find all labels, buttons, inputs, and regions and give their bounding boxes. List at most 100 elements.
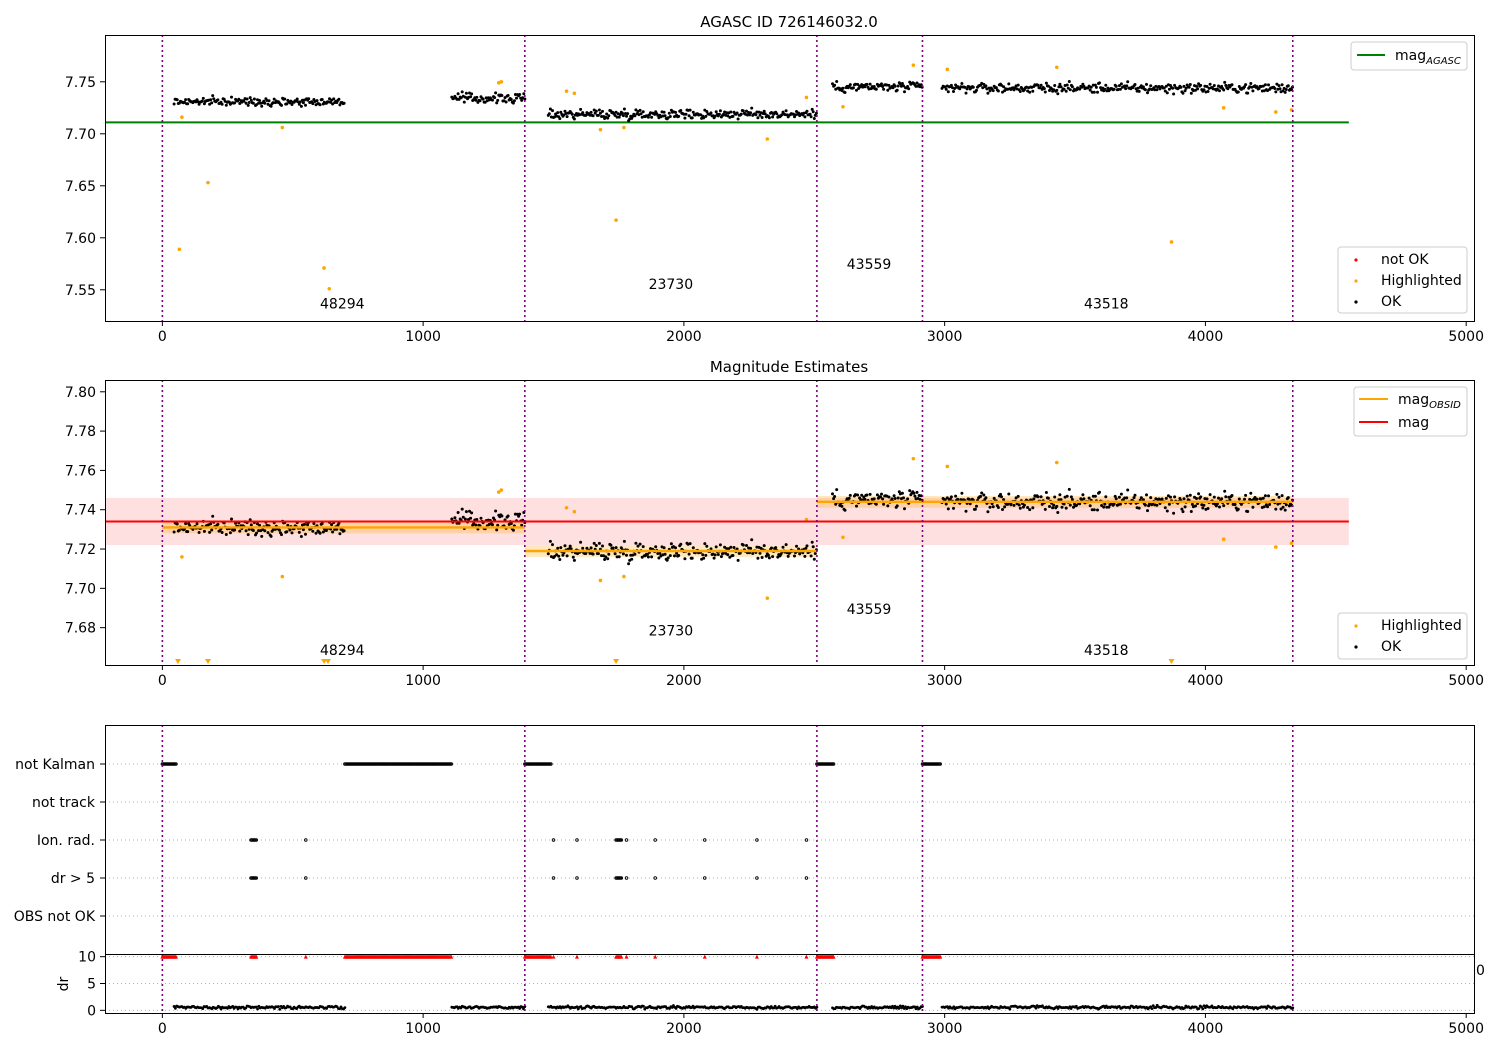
flags-axes: not Kalman not track Ion. rad. dr > 5 OBS no… — [14, 757, 105, 925]
ok-point — [1188, 493, 1192, 497]
ok-point — [175, 522, 179, 526]
ok-point — [462, 100, 466, 104]
ok-point — [1026, 506, 1030, 509]
ok-point — [1001, 508, 1004, 511]
ok-point — [999, 492, 1002, 496]
ok-point — [703, 542, 707, 546]
ok-point — [1009, 503, 1013, 507]
ok-point — [478, 99, 482, 103]
ok-point — [758, 551, 762, 555]
ok-point — [506, 514, 510, 518]
ok-point — [548, 107, 552, 111]
ok-point — [804, 546, 808, 550]
ok-point — [1014, 496, 1018, 500]
ok-point — [810, 107, 814, 111]
ok-point — [633, 552, 637, 556]
ok-point — [320, 98, 324, 101]
flag-point — [549, 762, 553, 766]
ok-point — [683, 116, 687, 120]
ok-point — [1146, 509, 1149, 513]
ok-point — [320, 522, 324, 525]
ok-point — [774, 546, 778, 550]
ok-point — [1143, 503, 1147, 507]
ok-point — [1267, 83, 1270, 87]
ok-point — [1244, 493, 1248, 497]
ok-point — [1028, 90, 1032, 94]
ok-point — [756, 116, 760, 120]
ok-point — [1230, 494, 1234, 497]
ok-point — [177, 528, 181, 532]
ok-point — [561, 553, 565, 557]
ok-point — [621, 552, 625, 556]
ok-point — [952, 90, 955, 93]
ok-point — [271, 101, 275, 105]
ok-point — [1263, 83, 1267, 87]
ok-point — [1249, 82, 1253, 85]
x-tick-label: 3000 — [927, 673, 963, 689]
ok-point — [1169, 495, 1172, 499]
dr-point — [277, 1005, 280, 1008]
obsid-label: 43559 — [847, 602, 892, 618]
ok-point — [606, 557, 610, 561]
ok-point — [1202, 503, 1206, 507]
ok-point — [657, 556, 661, 560]
estimates-legend-obsid-main: mag — [1398, 392, 1429, 408]
ok-point — [548, 539, 552, 543]
x-tick-label: 0 — [158, 329, 167, 345]
ok-point — [705, 544, 709, 548]
ok-point — [727, 547, 731, 551]
agasc-legend-ok-marker — [1354, 300, 1358, 304]
ok-point — [475, 518, 479, 521]
ok-point — [1104, 495, 1108, 499]
ok-point — [690, 116, 694, 120]
ok-point — [1048, 89, 1051, 92]
ok-point — [762, 544, 766, 548]
highlighted-point — [280, 125, 285, 130]
ok-point — [834, 502, 838, 506]
ok-point — [625, 553, 628, 557]
ok-point — [1016, 494, 1020, 498]
ok-point — [1046, 496, 1050, 500]
ok-point — [463, 517, 467, 521]
ok-point — [640, 555, 644, 559]
ok-point — [895, 504, 899, 508]
ok-point — [314, 531, 318, 535]
ok-point — [1199, 495, 1203, 499]
highlighted-point — [804, 95, 809, 100]
ok-point — [563, 544, 567, 548]
ok-point — [763, 112, 767, 116]
ok-point — [1217, 496, 1220, 500]
ok-point — [1002, 85, 1006, 89]
dr-point — [815, 1005, 819, 1009]
ok-point — [565, 554, 569, 558]
ok-point — [795, 544, 798, 548]
ok-point — [735, 547, 739, 551]
agasc-legend-notok-label: not OK — [1381, 252, 1429, 268]
ok-point — [1036, 83, 1040, 87]
ok-point — [494, 91, 498, 95]
ok-point — [973, 507, 977, 511]
ok-point — [868, 82, 872, 86]
ok-point — [304, 103, 307, 107]
ok-point — [1263, 494, 1267, 498]
ok-point — [851, 86, 855, 90]
ok-point — [1172, 511, 1176, 515]
ok-point — [726, 553, 730, 557]
ok-point — [211, 94, 215, 98]
ok-point — [1031, 89, 1035, 93]
ok-point — [509, 522, 513, 526]
highlighted-point — [841, 104, 845, 109]
ok-point — [690, 556, 694, 560]
ok-point — [1114, 497, 1118, 501]
ok-point — [754, 113, 758, 117]
ok-point — [622, 107, 626, 111]
ok-point — [579, 107, 583, 111]
flag-point — [619, 876, 624, 880]
ok-point — [810, 540, 814, 544]
x-tick-label: 2000 — [666, 329, 702, 345]
x-tick-label: 1000 — [405, 329, 441, 345]
dr-point — [642, 1004, 645, 1008]
ok-point — [186, 102, 190, 106]
ok-point — [770, 546, 773, 550]
flag-point — [804, 876, 809, 880]
